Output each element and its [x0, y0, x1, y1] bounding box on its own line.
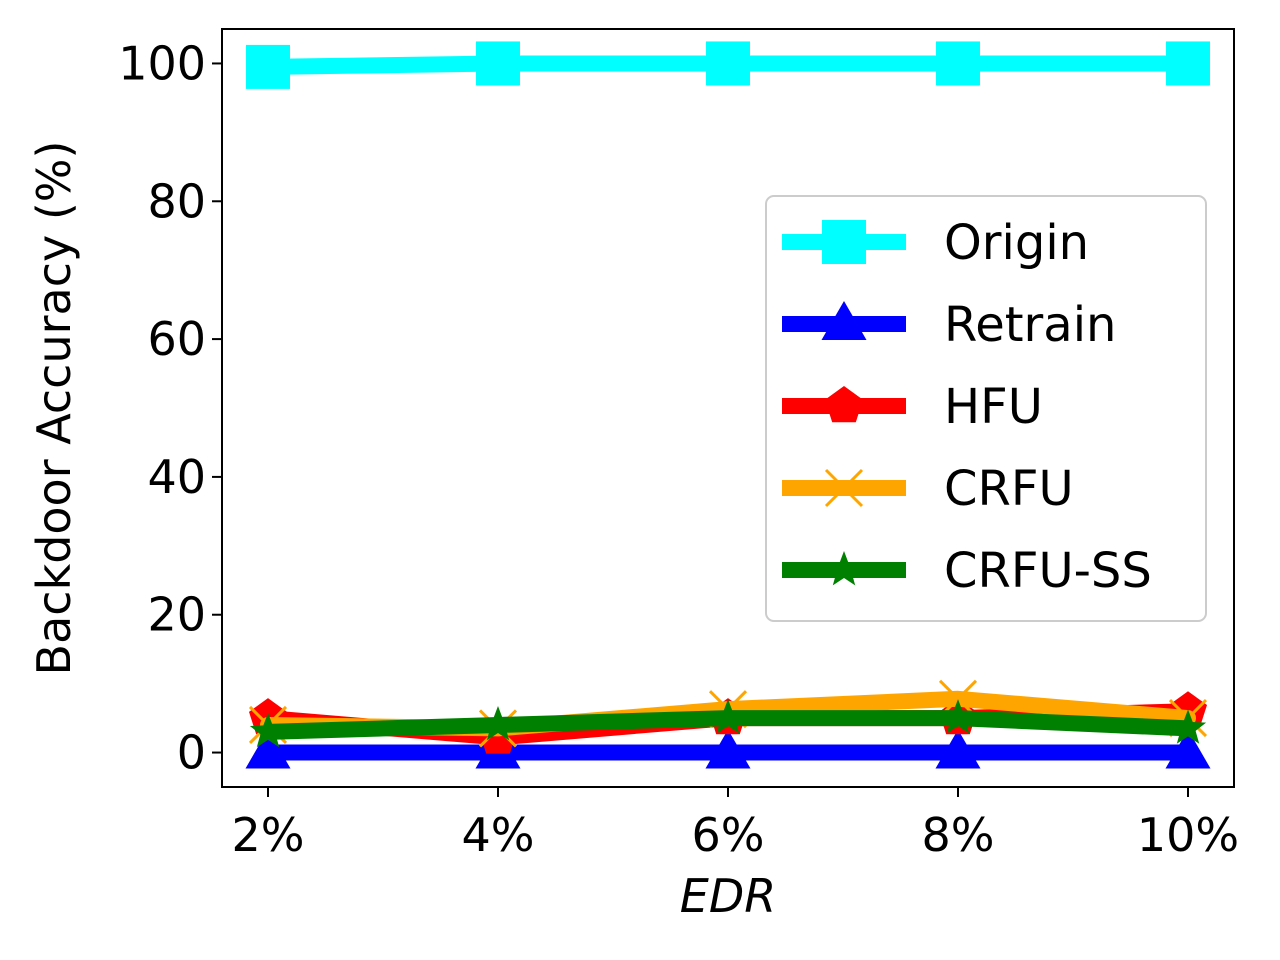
legend-label-hfu: HFU	[944, 379, 1043, 435]
x-tick-label-1: 4%	[462, 808, 535, 862]
x-tick-label-3: 8%	[922, 808, 995, 862]
legend-frame	[765, 195, 1207, 622]
ticks-layer: 0 20 40 60 80 100 2% 4% 6% 8% 10%	[118, 36, 1239, 862]
legend-items: Origin Retrain HFU CRFU CRFU-SS	[782, 215, 1152, 599]
point-origin-1	[476, 41, 520, 86]
legend-label-crfu-ss: CRFU-SS	[944, 543, 1152, 599]
legend-item-crfu: CRFU	[782, 461, 1074, 517]
x-axis-label: EDR	[680, 869, 776, 923]
point-retrain-4	[1165, 729, 1211, 769]
series-origin	[246, 41, 1210, 89]
legend-marker-retrain	[821, 301, 867, 340]
point-crfu-ss-2	[709, 699, 747, 734]
legend-marker-hfu	[825, 386, 863, 423]
legend-marker-crfu-stroke-b	[824, 468, 864, 508]
point-origin-0	[246, 44, 290, 89]
y-tick-label-60: 60	[147, 312, 206, 366]
point-retrain-2	[705, 729, 751, 769]
y-tick-label-100: 100	[118, 36, 206, 90]
legend-marker-crfu-ss	[825, 551, 863, 586]
y-tick-label-20: 20	[147, 588, 206, 642]
legend-marker-crfu	[824, 468, 864, 508]
point-origin-4	[1166, 41, 1210, 86]
point-crfu-ss-1	[479, 706, 517, 741]
x-tick-label-2: 6%	[692, 808, 765, 862]
point-crfu-ss-4	[1169, 709, 1207, 744]
legend-label-crfu: CRFU	[944, 461, 1074, 517]
point-crfu-ss-0	[249, 712, 287, 748]
legend-label-retrain: Retrain	[944, 297, 1116, 353]
x-tick-label-4: 10%	[1137, 808, 1239, 862]
point-retrain-0	[245, 729, 291, 769]
y-axis-label: Backdoor Accuracy (%)	[27, 141, 81, 676]
point-retrain-3	[935, 729, 981, 769]
x-tick-label-0: 2%	[232, 808, 305, 862]
legend-item-retrain: Retrain	[782, 297, 1116, 353]
legend: Origin Retrain HFU CRFU CRFU-SS	[765, 195, 1207, 622]
y-tick-label-0: 0	[177, 726, 206, 780]
y-tick-label-80: 80	[147, 174, 206, 228]
point-origin-3	[936, 41, 980, 86]
legend-marker-origin	[822, 220, 866, 264]
legend-item-origin: Origin	[782, 215, 1089, 271]
series-layer	[245, 41, 1211, 769]
series-crfu-ss	[249, 699, 1207, 748]
legend-item-hfu: HFU	[782, 379, 1043, 435]
point-origin-2	[706, 41, 750, 86]
y-tick-label-40: 40	[147, 450, 206, 504]
legend-label-origin: Origin	[944, 215, 1089, 271]
legend-item-crfu-ss: CRFU-SS	[782, 543, 1152, 599]
point-crfu-ss-3	[939, 699, 977, 734]
